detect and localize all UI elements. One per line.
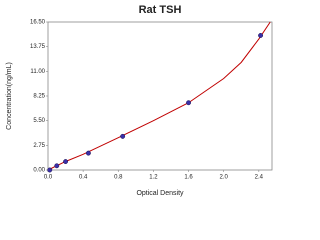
data-point (85, 150, 91, 156)
x-tick-label: 2.4 (255, 175, 264, 181)
y-tick-label: 16.50 (30, 20, 46, 26)
data-point (186, 100, 191, 106)
y-tick-label: 2.75 (33, 143, 45, 149)
page: Rat TSH Optical Density Concentration(ng… (5, 3, 273, 197)
x-tick-label: 0.4 (79, 175, 88, 181)
x-tick-label: 1.6 (184, 175, 193, 181)
x-axis-label: Optical Density (136, 190, 184, 197)
data-point (47, 167, 53, 173)
data-point (54, 163, 60, 169)
chart-title: Rat TSH (139, 4, 182, 16)
plot-frame (47, 21, 273, 171)
x-tick-label: 1.2 (149, 175, 158, 181)
y-tick-label: 0.00 (33, 168, 45, 174)
x-tick-label: 0.8 (114, 175, 123, 181)
data-point (63, 159, 69, 165)
y-tick-label: 8.25 (33, 94, 45, 100)
y-tick-label: 11.00 (30, 69, 45, 75)
y-tick-label: 5.50 (33, 118, 45, 124)
fit-curve (47, 21, 271, 171)
data-point (258, 33, 264, 38)
chart: Rat TSH Optical Density Concentration(ng… (6, 4, 273, 197)
y-axis-label: Concentration(ng/mL) (6, 62, 13, 130)
x-tick-label: 0.0 (44, 175, 53, 181)
data-point (120, 133, 126, 139)
y-tick-label: 13.75 (30, 44, 46, 50)
x-tick-label: 2.0 (220, 175, 229, 181)
